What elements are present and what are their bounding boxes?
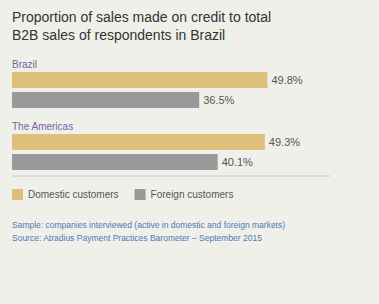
group-label: Brazil [12, 59, 37, 70]
bars [12, 72, 267, 170]
title: Proportion of sales made on credit to to… [12, 9, 271, 43]
axis-line [12, 176, 330, 177]
footnote: Sample: companies interviewed (active in… [12, 220, 285, 243]
legend-swatch [135, 189, 146, 200]
background [0, 0, 379, 304]
footnote-line: Sample: companies interviewed (active in… [12, 220, 285, 230]
legend-entry: Foreign customers [151, 189, 234, 200]
data-label: 40.1% [222, 156, 253, 168]
bar [12, 92, 199, 108]
labels: Brazil 49.8% 36.5% The Americas 49.3% 40.1% [12, 59, 303, 168]
legend-swatch [12, 189, 23, 200]
group-label: The Americas [12, 121, 73, 132]
legend: Domestic customers Foreign customers [12, 189, 233, 200]
title-line: B2B sales of respondents in Brazil [12, 27, 225, 43]
bar [12, 72, 267, 88]
bar [12, 154, 218, 170]
bar [12, 134, 265, 150]
data-label: 49.8% [271, 74, 302, 86]
title-line: Proportion of sales made on credit to to… [12, 9, 271, 25]
legend-entry: Domestic customers [28, 189, 119, 200]
chart: Proportion of sales made on credit to to… [0, 0, 379, 304]
data-label: 49.3% [269, 136, 300, 148]
data-label: 36.5% [203, 94, 234, 106]
footnote-line: Source: Atradius Payment Practices Barom… [12, 233, 262, 243]
